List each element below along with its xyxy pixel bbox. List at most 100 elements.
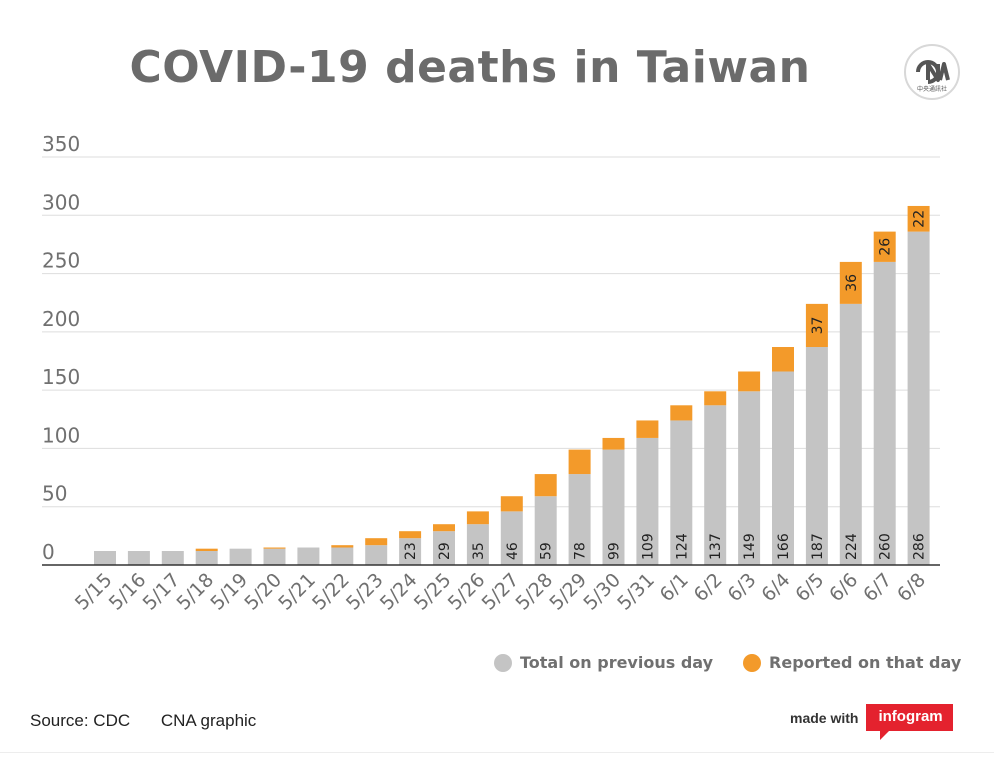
source-note: Source: CDC CNA graphic (30, 711, 282, 731)
x-tick-label: 5/31 (613, 569, 659, 615)
bar-previous (534, 496, 557, 565)
bar-previous (331, 547, 354, 565)
bar-label-previous: 286 (912, 533, 928, 560)
legend-item-reported: Reported on that day (743, 653, 961, 672)
bar-labels: 23 29 35 46 59 78 99 109 124 137 149 166 187 37 224 36 2… (403, 210, 928, 560)
bar-previous (500, 511, 523, 565)
bar-previous (433, 531, 455, 565)
bar-reported (500, 496, 523, 512)
grid-lines (42, 156, 940, 508)
bars (94, 205, 930, 565)
bar-previous (127, 551, 150, 565)
source-text: Source: CDC (30, 711, 131, 730)
bar-previous (297, 547, 320, 565)
credit-text: CNA graphic (160, 711, 257, 730)
bar-previous (229, 548, 252, 565)
x-tick-label: 6/3 (723, 569, 760, 606)
y-tick-label: 50 (42, 482, 67, 506)
x-tick-label: 5/25 (410, 569, 456, 615)
x-tick-label: 5/23 (342, 569, 388, 615)
divider (0, 752, 994, 753)
x-tick-label: 5/24 (376, 569, 422, 615)
chart-title: COVID-19 deaths in Taiwan (129, 42, 811, 93)
bar-reported (568, 449, 591, 475)
bar-label-previous: 149 (742, 533, 758, 560)
x-tick-label: 5/26 (444, 569, 490, 615)
infogram-badge[interactable]: infogram (866, 704, 953, 740)
y-tick-label: 200 (42, 307, 80, 331)
x-tick-label: 6/5 (791, 569, 828, 606)
bar-reported (805, 303, 828, 348)
bar-previous (873, 261, 896, 565)
x-tick-label: 5/18 (173, 569, 219, 615)
bar-label-previous: 166 (776, 533, 792, 560)
bar-label-previous: 59 (539, 542, 555, 560)
legend-item-previous: Total on previous day (494, 653, 713, 672)
bar-reported (670, 405, 693, 421)
bar-reported (772, 347, 794, 372)
bar-previous (636, 437, 659, 565)
bar-label-previous: 224 (844, 533, 860, 560)
bar-previous (399, 538, 422, 565)
legend-label-previous: Total on previous day (520, 653, 714, 672)
bar-label-previous: 137 (708, 533, 724, 560)
bar-label-reported: 26 (878, 238, 894, 256)
cna-logo-icon: 中央通訊社 (904, 44, 960, 100)
bar-reported (263, 547, 286, 549)
bar-label-reported: 37 (810, 317, 826, 335)
legend: Total on previous day Reported on that d… (494, 653, 961, 672)
bar-reported (399, 531, 422, 539)
x-tick-label: 5/19 (206, 569, 252, 615)
made-with-text: made with (790, 709, 859, 726)
x-tick-label: 6/1 (656, 569, 693, 606)
y-tick-label: 250 (42, 249, 80, 273)
bar-label-previous: 109 (640, 533, 656, 560)
bar-label-previous: 187 (810, 533, 826, 560)
bar-previous (466, 524, 489, 565)
bar-label-reported: 36 (844, 274, 860, 292)
x-tick-label: 6/2 (690, 569, 727, 606)
bar-previous (365, 545, 388, 565)
x-tick-label: 5/17 (139, 569, 185, 615)
bar-label-previous: 35 (471, 542, 487, 560)
made-with-infogram[interactable]: made with infogram (790, 704, 953, 740)
x-tick-label: 5/22 (308, 569, 354, 615)
bar-reported (873, 231, 896, 262)
x-tick-label: 6/4 (757, 569, 794, 606)
bar-reported (534, 474, 557, 497)
bar-reported (365, 538, 388, 546)
bar-previous (94, 551, 116, 565)
bar-previous (161, 551, 184, 565)
bar-label-previous: 29 (437, 542, 453, 560)
bar-reported (195, 548, 218, 552)
y-tick-label: 350 (42, 132, 80, 156)
x-tick-label: 5/29 (545, 569, 591, 615)
x-tick-label: 5/28 (512, 569, 558, 615)
bar-previous (839, 303, 862, 565)
x-tick-label: 6/7 (859, 569, 896, 606)
bar-previous (704, 405, 727, 565)
x-tick-label: 5/16 (105, 569, 151, 615)
bar-previous (568, 474, 591, 565)
bar-label-previous: 260 (878, 533, 894, 560)
bar-reported (602, 437, 625, 450)
bar-reported (738, 371, 761, 392)
bar-reported (704, 391, 727, 406)
bar-label-previous: 99 (607, 542, 623, 560)
bar-label-reported: 22 (912, 210, 928, 228)
bar-previous (907, 231, 930, 565)
bar-previous (805, 347, 828, 565)
legend-swatch-reported (743, 653, 762, 672)
bar-label-previous: 124 (674, 533, 690, 560)
bar-previous (195, 551, 218, 565)
y-tick-label: 100 (42, 423, 80, 447)
bar-chart: 23 29 35 46 59 78 99 109 124 137 149 166 187 37 224 36 2… (42, 132, 940, 615)
x-tick-label: 6/6 (825, 569, 862, 606)
logo-text: 中央通訊社 (917, 85, 947, 93)
axes: 0 50 100 150 200 250 300 350 5/155/165/175/185/1… (42, 132, 940, 615)
x-tick-label: 5/20 (240, 569, 286, 615)
bar-label-previous: 46 (505, 542, 521, 560)
x-tick-label: 6/8 (893, 569, 930, 606)
bar-reported (839, 261, 862, 304)
bar-reported (433, 524, 455, 532)
